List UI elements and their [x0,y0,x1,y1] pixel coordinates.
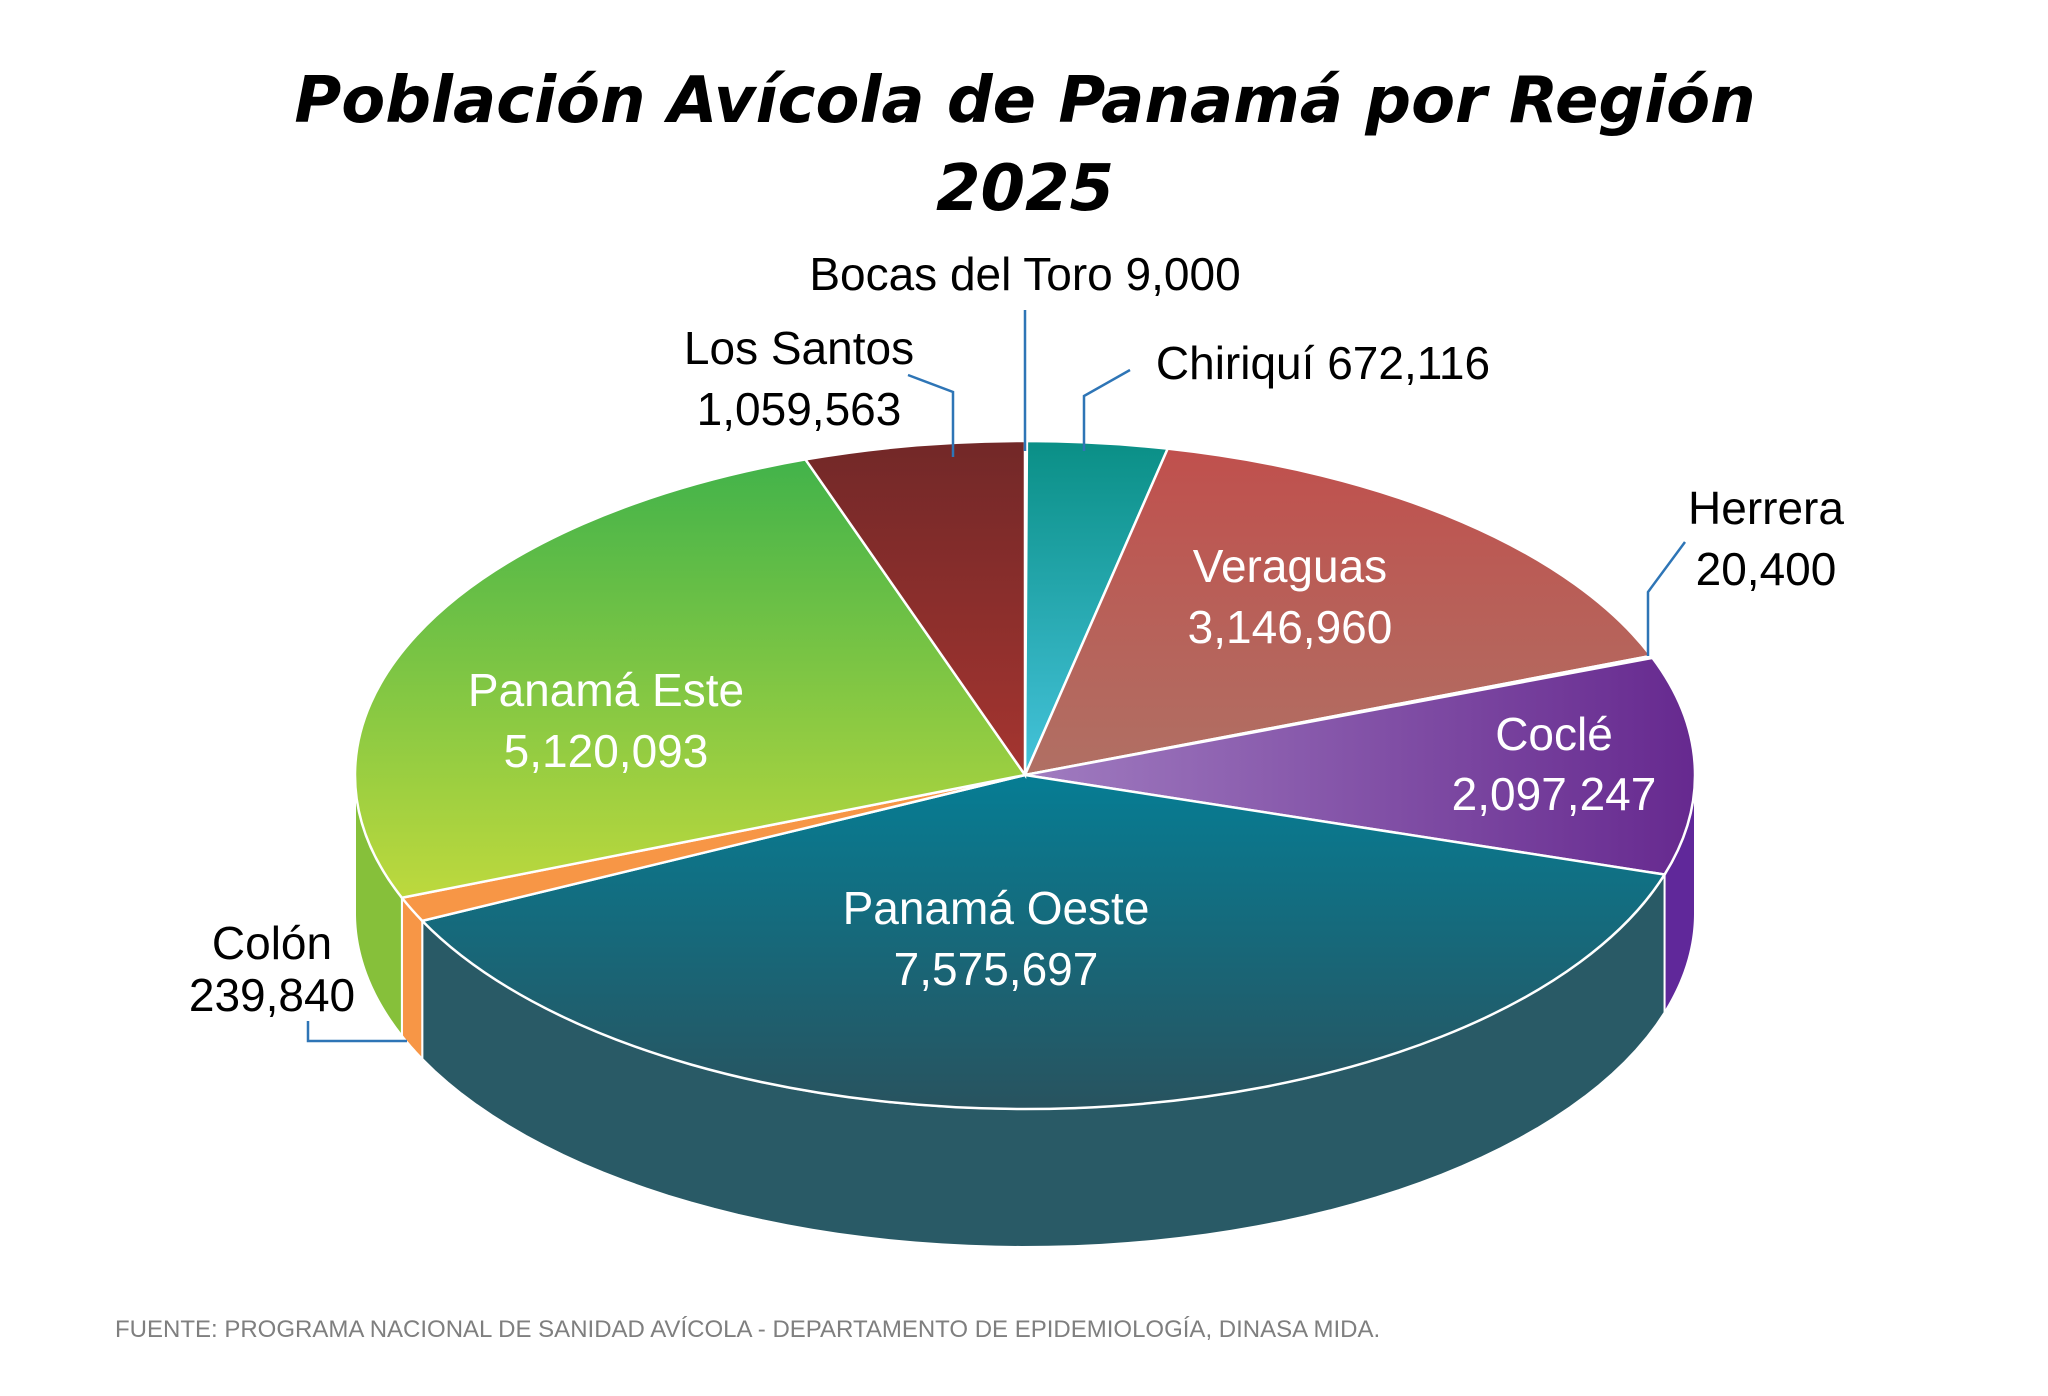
label-panama-este-value: 5,120,093 [504,725,709,777]
source-note: FUENTE: PROGRAMA NACIONAL DE SANIDAD AVÍ… [115,1316,1380,1343]
label-panama-oeste-value: 7,575,697 [894,943,1099,995]
label-herrera-name: Herrera [1688,482,1844,534]
leader-herrera [1646,541,1687,656]
pie-side-colon [400,894,424,1062]
label-panama-este-name: Panamá Este [468,664,744,716]
label-veraguas-value: 3,146,960 [1188,601,1393,653]
pie-slice-veraguas [1022,447,1654,777]
pie-slice-panama-este [353,458,1028,900]
label-cocle-name: Coclé [1495,708,1613,760]
label-cocle-value: 2,097,247 [1452,768,1657,820]
label-los-santos-value: 1,059,563 [697,383,902,435]
pie-slice-los-santos [803,439,1027,779]
label-chiriqui: Chiriquí 672,116 [1156,337,1490,389]
leader-chiriqui [1082,368,1131,451]
label-panama-oeste-name: Panamá Oeste [843,882,1150,934]
label-los-santos-name: Los Santos [684,322,914,374]
leader-colon [306,1021,407,1043]
label-bocas-del-toro: Bocas del Toro 9,000 [809,248,1240,300]
pie-slice-panama-oeste [419,773,1667,1111]
chart-title: Población Avícola de Panamá por Región [294,64,1755,138]
label-colon-name: Colón [212,917,332,969]
leader-los-santos [907,373,955,457]
label-colon-value: 239,840 [189,969,355,1021]
chart-subtitle-year: 2025 [936,152,1114,226]
pie-slice-cocle [1024,656,1697,876]
label-veraguas-name: Veraguas [1193,540,1387,592]
label-herrera-value: 20,400 [1696,543,1837,595]
